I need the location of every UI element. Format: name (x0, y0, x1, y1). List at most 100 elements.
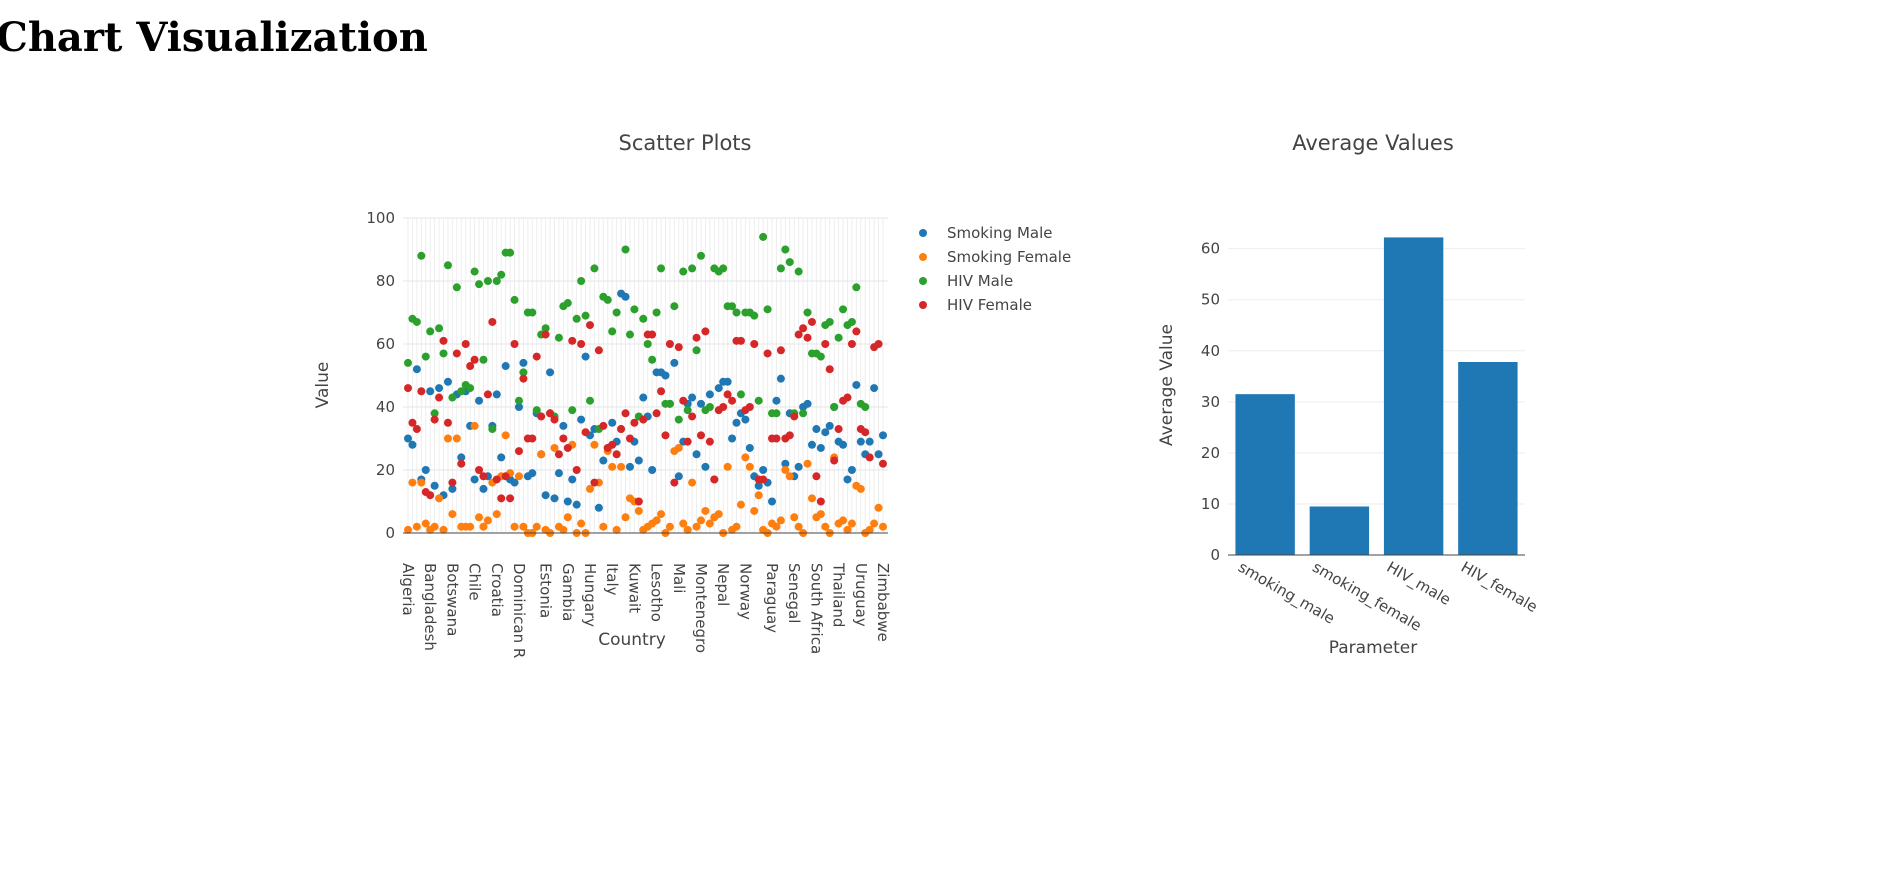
scatter-point (563, 299, 572, 308)
scatter-point (404, 384, 412, 393)
scatter-point (541, 491, 550, 500)
scatter-x-tick-label: Kuwait (625, 563, 643, 613)
scatter-point (665, 340, 674, 348)
scatter-point (430, 481, 439, 490)
scatter-y-tick-label: 60 (376, 335, 395, 353)
scatter-point (608, 440, 617, 449)
scatter-point (537, 450, 546, 459)
scatter-point (870, 384, 879, 393)
scatter-point (794, 522, 803, 531)
scatter-point (825, 317, 834, 326)
scatter-point (586, 484, 595, 493)
scatter-point (435, 393, 444, 402)
scatter-point (799, 409, 808, 418)
scatter-point (426, 387, 435, 396)
scatter-point (763, 349, 772, 358)
scatter-point (430, 415, 439, 424)
scatter-point (781, 459, 790, 468)
scatter-point (763, 305, 772, 314)
scatter-point (741, 415, 750, 424)
scatter-point (776, 374, 785, 383)
bar-y-tick-label: 40 (1201, 342, 1220, 360)
scatter-point (843, 475, 852, 484)
scatter-point (590, 478, 599, 487)
scatter-point (470, 355, 479, 364)
scatter-point (803, 399, 812, 408)
scatter-legend-item: Smoking Female (947, 248, 1071, 266)
scatter-point (497, 453, 506, 462)
scatter-point (865, 525, 874, 534)
scatter-x-tick-label: Croatia (488, 563, 506, 617)
scatter-x-tick-label: South Africa (807, 563, 825, 654)
scatter-point (621, 409, 630, 418)
scatter-x-tick-label: Bangladesh (421, 563, 439, 651)
scatter-point (443, 377, 452, 386)
scatter-point (816, 510, 825, 519)
bar-y-tick-label: 30 (1201, 393, 1220, 411)
bar-y-ticks: 0 10 20 30 40 50 60 (1201, 240, 1220, 564)
scatter-point (772, 434, 781, 443)
scatter-point (807, 317, 816, 326)
scatter-point (479, 522, 488, 531)
scatter-point (843, 525, 852, 534)
scatter-point (408, 418, 417, 427)
scatter-point (665, 399, 674, 408)
scatter-point (657, 264, 666, 273)
scatter-point (590, 440, 599, 449)
bar-hiv-male (1383, 237, 1444, 556)
scatter-y-tick-label: 80 (376, 272, 395, 290)
scatter-y-ticks: 0 20 40 60 80 100 (366, 209, 395, 542)
scatter-point (847, 317, 856, 326)
scatter-point (541, 324, 550, 333)
scatter-point (510, 295, 519, 304)
scatter-point (475, 280, 484, 289)
scatter-point (563, 513, 572, 522)
scatter-point (506, 494, 515, 503)
bar-y-tick-label: 50 (1201, 291, 1220, 309)
scatter-point (568, 406, 577, 415)
scatter-point (701, 327, 710, 336)
bar-bars (1235, 237, 1518, 556)
scatter-point (568, 336, 577, 345)
scatter-point (634, 506, 643, 515)
scatter-point (417, 251, 426, 260)
scatter-point (634, 456, 643, 465)
scatter-series-hiv-female (404, 317, 887, 506)
scatter-point (439, 349, 448, 358)
scatter-point (839, 305, 848, 314)
scatter-point (781, 466, 790, 474)
bar-x-axis-label: Parameter (1329, 638, 1417, 658)
scatter-point (497, 494, 506, 503)
scatter-y-tick-label: 100 (366, 209, 395, 227)
scatter-point (803, 308, 812, 317)
scatter-point (834, 425, 843, 434)
scatter-point (612, 308, 621, 317)
scatter-x-tick-label: Lesotho (648, 563, 666, 622)
bar-smoking-male (1235, 394, 1295, 555)
scatter-point (732, 418, 741, 427)
scatter-point (816, 497, 825, 506)
scatter-point (821, 428, 830, 437)
scatter-point (404, 358, 412, 367)
scatter-point (625, 434, 634, 443)
scatter-point (612, 525, 621, 534)
scatter-x-tick-label: Dominican R (510, 563, 528, 658)
scatter-point (812, 425, 821, 434)
scatter-point (625, 462, 634, 471)
scatter-point (856, 484, 865, 493)
bar-title: Average Values (1292, 131, 1454, 155)
scatter-point (439, 336, 448, 345)
scatter-point (599, 421, 608, 430)
scatter-point (705, 403, 714, 411)
scatter-point (466, 362, 475, 371)
scatter-point (696, 516, 705, 525)
scatter-point (772, 396, 781, 405)
scatter-point (488, 425, 497, 434)
scatter-point (710, 475, 719, 484)
scatter-point (572, 466, 581, 474)
scatter-point (510, 478, 519, 487)
scatter-point (528, 434, 537, 443)
scatter-point (488, 317, 497, 326)
scatter-point (532, 406, 541, 415)
